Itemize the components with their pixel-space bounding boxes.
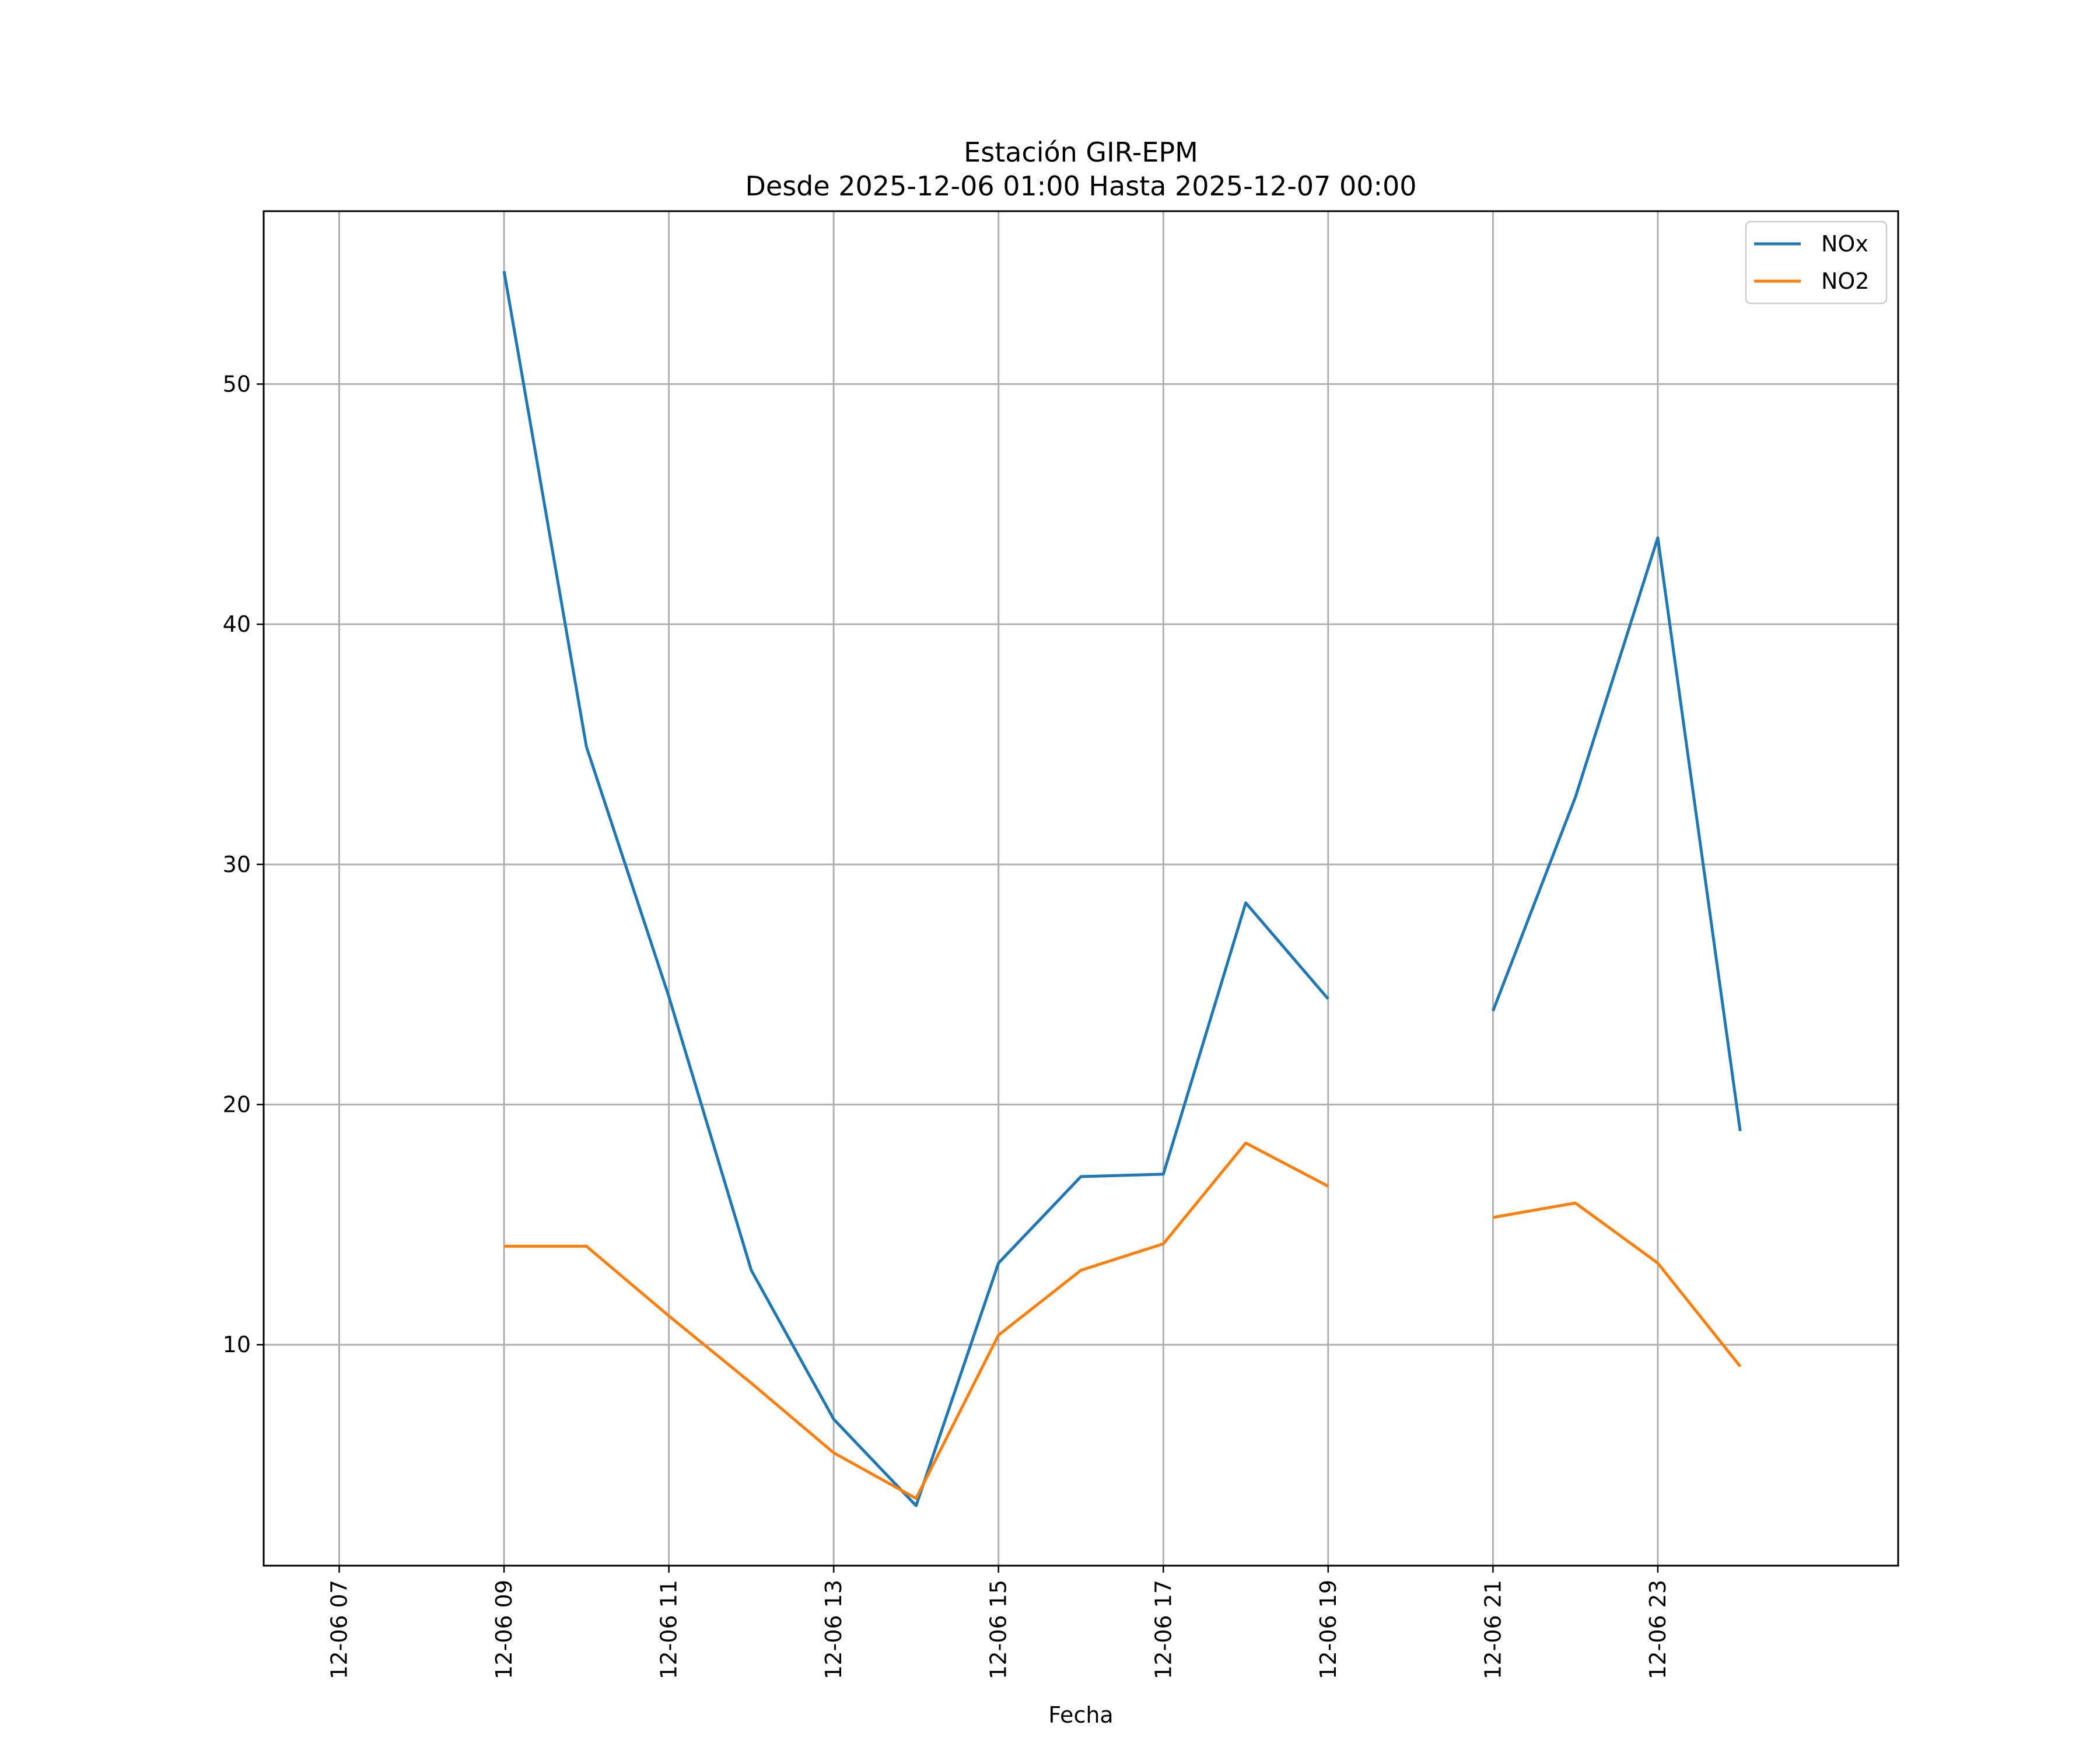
legend-frame xyxy=(1745,220,1888,304)
y-tick-label: 50 xyxy=(223,371,251,397)
legend-label-no2: NO2 xyxy=(1821,268,1870,294)
series-nox xyxy=(502,271,1742,1507)
y-tick-label: 20 xyxy=(223,1092,251,1118)
legend: NOx NO2 xyxy=(1745,220,1888,304)
legend-label-nox: NOx xyxy=(1821,231,1868,257)
x-axis: 12-06 07 12-06 09 12-06 11 12-06 13 12-06 15… xyxy=(327,1566,1671,1679)
x-tick-label: 12-06 07 xyxy=(327,1580,352,1679)
plot-area xyxy=(262,210,1899,1567)
series-layer xyxy=(502,271,1742,1507)
x-tick-label: 12-06 11 xyxy=(656,1580,682,1679)
x-axis-label: Fecha xyxy=(1048,1702,1113,1728)
chart-title: Estación GIR-EPM xyxy=(964,136,1198,168)
x-tick-label: 12-06 17 xyxy=(1150,1580,1176,1679)
x-tick-label: 12-06 09 xyxy=(491,1580,517,1679)
series-line-no2 xyxy=(1492,1201,1742,1367)
series-line-nox xyxy=(502,271,1329,1507)
y-axis: 10 20 30 40 50 xyxy=(223,371,264,1357)
x-tick-label: 12-06 21 xyxy=(1480,1580,1506,1679)
x-tick-label: 12-06 13 xyxy=(821,1580,846,1679)
y-tick-label: 30 xyxy=(223,852,251,877)
series-line-nox xyxy=(1492,536,1742,1132)
grid xyxy=(264,211,1898,1566)
x-tick-label: 12-06 23 xyxy=(1645,1580,1671,1679)
x-tick-label: 12-06 15 xyxy=(986,1580,1012,1679)
y-tick-label: 10 xyxy=(223,1332,251,1357)
x-tick-label: 12-06 19 xyxy=(1315,1580,1341,1679)
series-line-no2 xyxy=(504,1141,1329,1500)
series-no2 xyxy=(504,1141,1742,1500)
chart-subtitle: Desde 2025-12-06 01:00 Hasta 2025-12-07 … xyxy=(745,170,1416,202)
y-tick-label: 40 xyxy=(223,611,251,637)
